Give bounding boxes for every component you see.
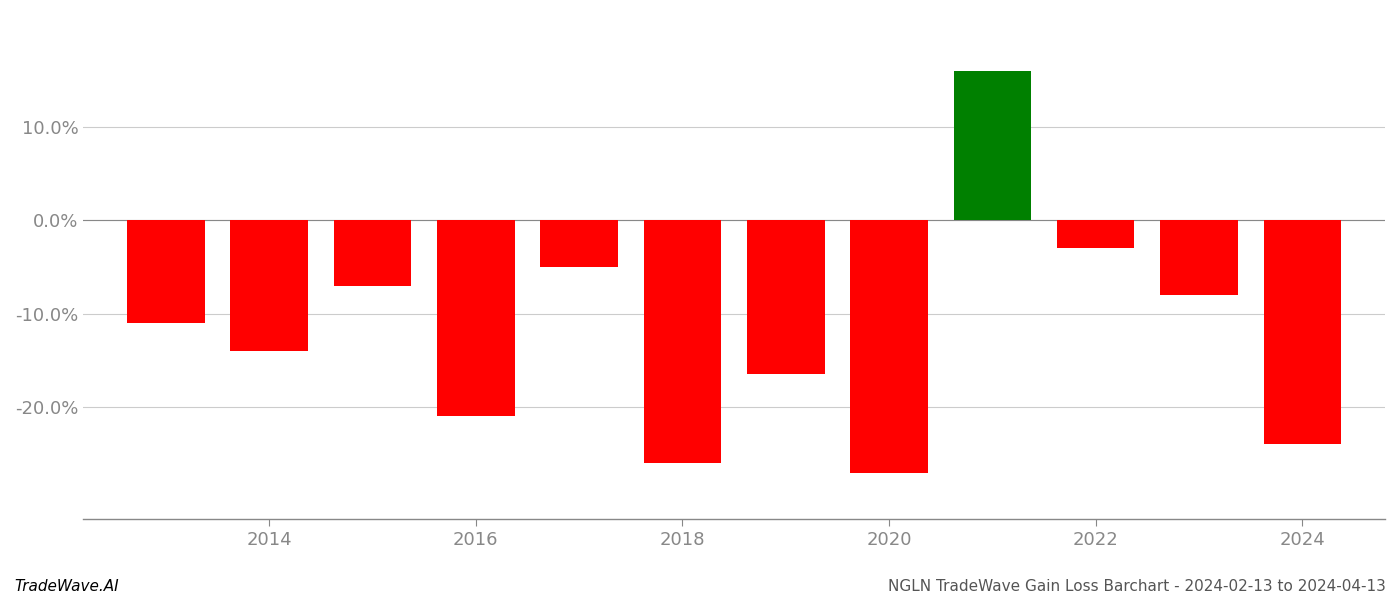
Bar xyxy=(1264,220,1341,445)
Bar xyxy=(953,71,1032,220)
Bar xyxy=(540,220,617,267)
Bar xyxy=(127,220,204,323)
Bar xyxy=(231,220,308,351)
Bar xyxy=(748,220,825,374)
Bar xyxy=(644,220,721,463)
Bar xyxy=(437,220,515,416)
Bar xyxy=(1057,220,1134,248)
Bar xyxy=(1161,220,1238,295)
Bar xyxy=(333,220,412,286)
Text: NGLN TradeWave Gain Loss Barchart - 2024-02-13 to 2024-04-13: NGLN TradeWave Gain Loss Barchart - 2024… xyxy=(888,579,1386,594)
Bar xyxy=(850,220,928,473)
Text: TradeWave.AI: TradeWave.AI xyxy=(14,579,119,594)
